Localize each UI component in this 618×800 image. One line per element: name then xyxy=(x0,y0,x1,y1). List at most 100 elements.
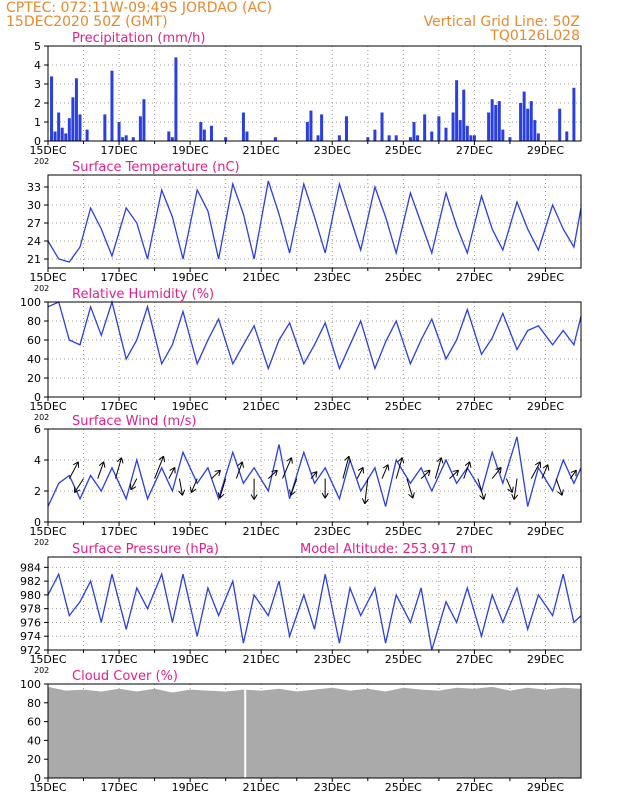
precip-bar xyxy=(366,137,370,141)
x-tick-label: 15DEC xyxy=(29,144,66,157)
wind-arrow xyxy=(154,456,165,479)
wind-arrow-head xyxy=(237,461,245,468)
wind-arrow-head xyxy=(570,469,577,477)
wind-arrow xyxy=(541,464,549,479)
wind-arrow-head xyxy=(408,492,415,499)
wind-arrow xyxy=(168,467,176,479)
y-tick-label: 24 xyxy=(27,235,41,248)
wind-arrow xyxy=(235,461,243,479)
wind-arrow xyxy=(115,457,122,479)
x-tick-label: 17DEC xyxy=(101,144,138,157)
precip-bar xyxy=(85,129,89,141)
series-line xyxy=(47,299,582,371)
precip-bar xyxy=(117,122,121,141)
x-tick-label: 21DEC xyxy=(243,144,280,157)
wind-arrow-head xyxy=(361,498,369,505)
x-year-label: 202 xyxy=(34,284,49,293)
precip-bar xyxy=(273,137,277,141)
wind-arrow xyxy=(569,469,577,479)
precip-bar xyxy=(529,101,533,141)
wind-arrow xyxy=(211,469,221,479)
precip-bar xyxy=(497,101,501,141)
wind-arrow xyxy=(282,457,292,479)
x-tick-label: 25DEC xyxy=(385,653,422,666)
wind-arrow-head xyxy=(250,494,258,500)
y-tick-label: 80 xyxy=(27,697,41,710)
x-tick-label: 21DEC xyxy=(243,400,280,413)
precip-bar xyxy=(167,131,171,141)
y-tick-label: 60 xyxy=(27,334,41,347)
wind-arrow-head xyxy=(424,469,431,477)
x-tick-label: 25DEC xyxy=(385,271,422,284)
precip-bar xyxy=(412,122,416,141)
y-tick-label: 4 xyxy=(34,454,41,467)
series-line xyxy=(47,572,582,651)
x-tick-label: 19DEC xyxy=(172,271,209,284)
y-tick-label: 2 xyxy=(34,485,41,498)
panel-4 xyxy=(44,428,582,526)
wind-arrow-head xyxy=(311,471,318,478)
x-tick-label: 17DEC xyxy=(101,271,138,284)
precip-bar xyxy=(408,137,412,141)
x-tick-label: 23DEC xyxy=(314,400,351,413)
precip-bar xyxy=(565,131,569,141)
precip-bar xyxy=(465,125,469,141)
precip-bar xyxy=(487,112,491,141)
wind-arrow-head xyxy=(495,466,502,474)
y-tick-label: 21 xyxy=(27,253,41,266)
y-tick-label: 1 xyxy=(34,116,41,129)
precip-bar xyxy=(394,135,398,141)
precip-bar xyxy=(245,131,249,141)
wind-arrow xyxy=(406,478,414,499)
y-tick-label: 100 xyxy=(20,678,41,691)
precip-bar xyxy=(316,135,320,141)
x-tick-label: 19DEC xyxy=(172,400,209,413)
run-date-header: 15DEC2020 50Z (GMT) xyxy=(6,14,168,30)
precip-bar xyxy=(508,137,512,141)
x-tick-label: 27DEC xyxy=(456,781,493,794)
plot-frame xyxy=(47,683,582,779)
panel-title: Surface Wind (m/s) xyxy=(72,414,196,429)
precip-bar xyxy=(224,137,228,141)
wind-arrow xyxy=(190,478,198,493)
x-tick-label: 15DEC xyxy=(29,271,66,284)
wind-arrow-head xyxy=(72,461,80,468)
x-tick-label: 21DEC xyxy=(243,271,280,284)
wind-arrow xyxy=(68,461,79,479)
x-tick-label: 23DEC xyxy=(314,525,351,538)
precip-bar xyxy=(344,116,348,141)
precip-bar xyxy=(60,127,64,141)
station-header: CPTEC: 072:11W-09:49S JORDAO (AC) xyxy=(6,0,273,16)
precip-bar xyxy=(320,114,324,141)
x-tick-label: 29DEC xyxy=(527,781,564,794)
precip-bar xyxy=(430,131,434,141)
x-tick-label: 19DEC xyxy=(172,144,209,157)
wind-arrow xyxy=(477,478,485,500)
x-tick-label: 21DEC xyxy=(243,781,280,794)
precip-bar xyxy=(533,120,537,141)
x-tick-label: 25DEC xyxy=(385,400,422,413)
x-tick-label: 17DEC xyxy=(101,781,138,794)
x-year-label: 202 xyxy=(34,413,49,422)
panel-title: Precipitation (mm/h) xyxy=(72,31,205,46)
wind-arrow-head xyxy=(397,457,405,464)
wind-arrow xyxy=(395,457,403,479)
y-tick-label: 40 xyxy=(27,734,41,747)
precip-bar xyxy=(373,129,377,141)
wind-arrow xyxy=(356,467,364,479)
cloud-area xyxy=(48,686,581,778)
wind-arrow xyxy=(449,469,459,479)
x-tick-label: 25DEC xyxy=(385,781,422,794)
wind-arrow-head xyxy=(452,469,460,477)
precip-bar xyxy=(202,129,206,141)
series-line xyxy=(47,436,582,507)
x-tick-label: 19DEC xyxy=(172,653,209,666)
precip-bar xyxy=(337,135,341,141)
wind-arrow-head xyxy=(289,489,296,496)
x-tick-label: 15DEC xyxy=(29,400,66,413)
precip-bar xyxy=(490,99,494,141)
wind-arrow-head xyxy=(436,457,444,464)
wind-arrow xyxy=(130,478,138,491)
wind-arrow-head xyxy=(557,489,564,496)
x-tick-label: 17DEC xyxy=(101,653,138,666)
